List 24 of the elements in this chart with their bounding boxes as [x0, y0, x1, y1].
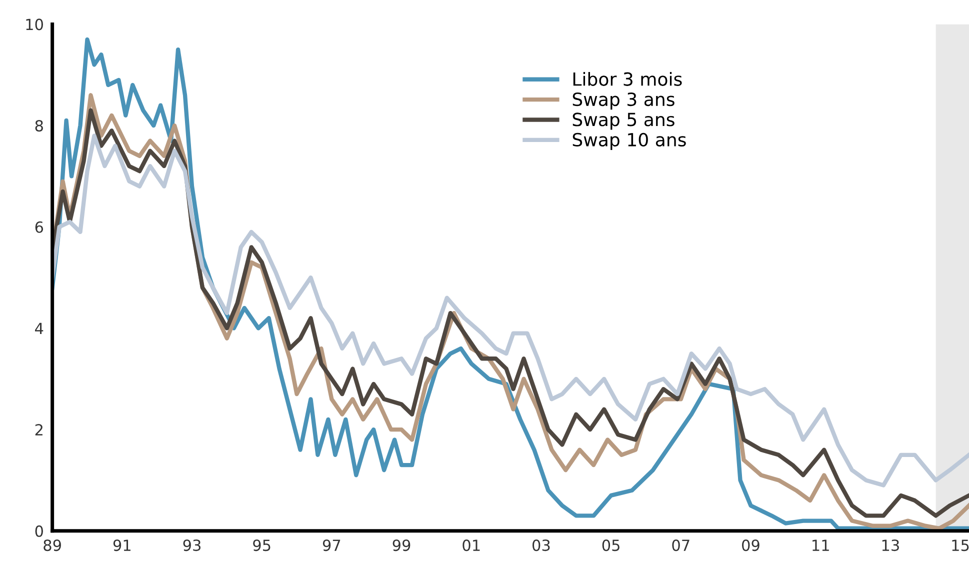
y-tick-label: 8	[35, 120, 43, 132]
x-tick-label: 13	[882, 540, 899, 552]
y-tick-label: 0	[35, 525, 43, 537]
y-tick-label: 4	[35, 322, 44, 334]
legend-label: Swap 10 ans	[572, 132, 686, 150]
legend-label: Swap 5 ans	[572, 112, 674, 130]
x-tick-label: 09	[742, 540, 760, 552]
x-tick-label: 91	[113, 540, 130, 552]
legend-label: Libor 3 mois	[573, 72, 682, 86]
x-tick-label: 93	[183, 540, 201, 552]
x-tick-label: 15	[952, 540, 969, 552]
x-tick-label: 05	[602, 540, 620, 552]
x-tick-label: 07	[672, 540, 690, 552]
x-tick-label: 97	[322, 540, 340, 552]
y-tick-label: 6	[35, 221, 44, 233]
x-tick-label: 95	[253, 540, 270, 552]
x-tick-label: 89	[44, 540, 61, 552]
x-tick-label: 01	[462, 540, 480, 552]
x-tick-label: 03	[532, 540, 550, 552]
x-tick-label: 11	[812, 540, 829, 551]
x-tick-label: 99	[392, 540, 410, 552]
y-tick-label: 2	[35, 424, 42, 436]
legend-label: Swap 3 ans	[572, 92, 674, 110]
y-tick-label: 10	[26, 18, 43, 30]
